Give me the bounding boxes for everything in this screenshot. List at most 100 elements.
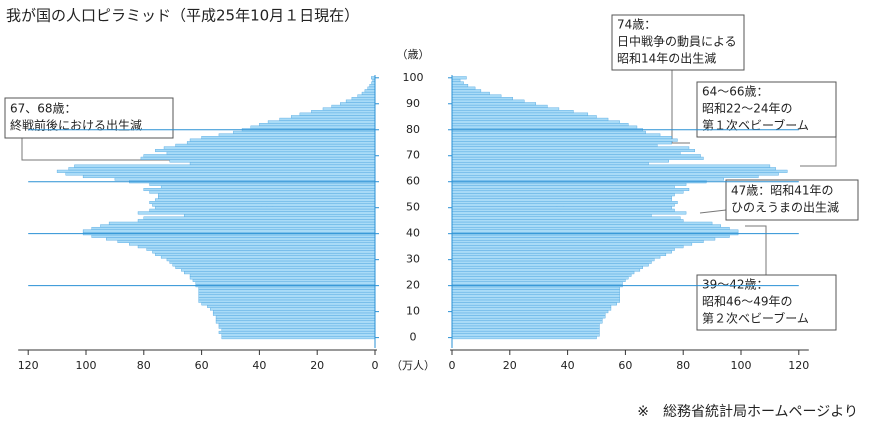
- bar: [371, 76, 376, 80]
- bar: [451, 167, 776, 171]
- bar: [451, 115, 597, 119]
- bar: [155, 198, 376, 202]
- y-unit: （歳）: [397, 48, 430, 61]
- bar: [181, 268, 376, 272]
- annotation-box: [696, 274, 837, 331]
- bar: [451, 237, 716, 241]
- bar: [451, 247, 675, 251]
- bar: [451, 188, 690, 192]
- bar: [451, 328, 600, 332]
- bar: [166, 151, 376, 155]
- bar: [451, 315, 606, 319]
- bar: [114, 177, 376, 181]
- bar: [451, 138, 678, 142]
- bar: [451, 286, 620, 290]
- connector: [699, 209, 727, 214]
- bar: [201, 302, 376, 306]
- annotation-box: [611, 14, 745, 71]
- bar: [451, 273, 632, 277]
- x-tick-label: 20: [310, 359, 324, 372]
- bar: [451, 250, 672, 254]
- x-tick-label: 120: [18, 359, 39, 372]
- bar: [451, 164, 771, 168]
- bar: [201, 136, 376, 140]
- annotation-text: 39～42歳：: [702, 278, 769, 292]
- bar: [451, 276, 629, 280]
- bar: [451, 130, 646, 134]
- y-tick-label: 10: [406, 305, 420, 318]
- bar: [451, 125, 638, 129]
- x-tick-label: 100: [76, 359, 97, 372]
- bar: [189, 162, 376, 166]
- bar: [451, 159, 669, 163]
- bar: [198, 299, 376, 303]
- bar: [451, 203, 675, 207]
- bar: [451, 149, 695, 153]
- bar: [451, 99, 525, 103]
- bar: [215, 317, 376, 321]
- bar: [451, 260, 652, 264]
- bar: [451, 213, 652, 217]
- bar: [210, 307, 376, 311]
- bar: [195, 281, 376, 285]
- bar: [218, 325, 376, 329]
- bar: [451, 325, 600, 329]
- bar: [451, 201, 678, 205]
- annotation-text: 67、68歳：: [10, 102, 77, 116]
- y-tick-label: 0: [410, 331, 417, 344]
- bar: [451, 221, 713, 225]
- bar: [364, 89, 376, 93]
- footnote: ※ 総務省統計局ホームページより: [637, 404, 858, 420]
- bar: [451, 76, 467, 80]
- x-tick-label: 40: [561, 359, 575, 372]
- bar: [451, 281, 623, 285]
- x-tick-label: 100: [731, 359, 752, 372]
- y-tick-label: 50: [406, 201, 420, 214]
- bar: [451, 193, 675, 197]
- bar: [74, 164, 376, 168]
- bar: [451, 299, 620, 303]
- bar: [91, 226, 376, 230]
- bar: [149, 201, 376, 205]
- x-tick-label: 80: [137, 359, 151, 372]
- bar: [149, 190, 376, 194]
- bar: [451, 206, 672, 210]
- bar: [345, 99, 376, 103]
- bar: [451, 110, 574, 114]
- bar: [451, 278, 626, 282]
- bar: [152, 250, 376, 254]
- bar: [451, 143, 658, 147]
- bar: [160, 255, 376, 259]
- bar: [451, 136, 672, 140]
- bar: [169, 260, 376, 264]
- y-tick-label: 80: [406, 123, 420, 136]
- bar: [218, 323, 376, 327]
- bar: [451, 156, 704, 160]
- bar: [82, 175, 376, 179]
- x-tick-label: 0: [372, 359, 379, 372]
- x-unit: （万人）: [391, 359, 435, 372]
- bar: [451, 172, 779, 176]
- bar: [451, 258, 655, 262]
- bar: [221, 333, 376, 337]
- chart-title: 我が国の人口ピラミッド（平成25年10月１日現在）: [6, 7, 359, 25]
- bar: [451, 117, 609, 121]
- bar: [451, 120, 620, 124]
- bar: [451, 226, 730, 230]
- bar: [451, 294, 620, 298]
- bar: [451, 224, 721, 228]
- bar: [212, 312, 376, 316]
- annotation-text: ひのえうまの出生減: [731, 200, 839, 215]
- bar: [451, 123, 629, 127]
- bar: [192, 278, 376, 282]
- bar: [451, 268, 641, 272]
- bar: [451, 94, 502, 98]
- bar: [451, 154, 701, 158]
- x-tick-label: 120: [788, 359, 809, 372]
- bar: [68, 167, 376, 171]
- annotation-box: [4, 97, 174, 139]
- bar: [451, 112, 589, 116]
- annotation-text: 日中戦争の動員による: [617, 34, 737, 49]
- annotation-text: 第１次ベビーブーム: [702, 118, 809, 133]
- bar: [451, 312, 606, 316]
